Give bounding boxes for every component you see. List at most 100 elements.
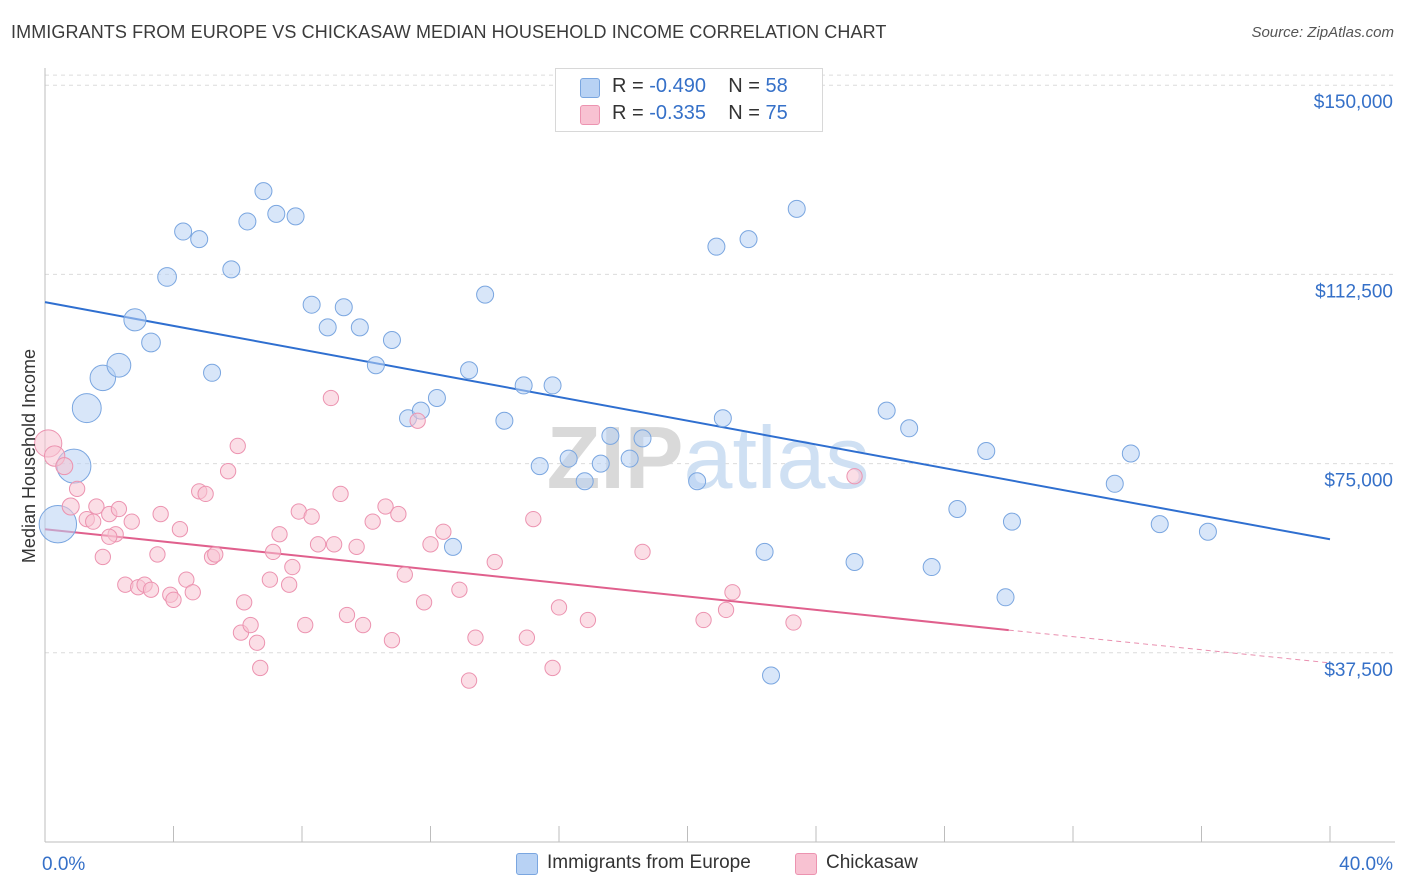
europe-point	[688, 472, 707, 491]
europe-point	[267, 204, 286, 223]
watermark: ZIPatlas	[547, 408, 870, 507]
europe-point	[1121, 444, 1140, 463]
source-label: Source: ZipAtlas.com	[1251, 24, 1394, 41]
legend-n-value: 75	[765, 102, 788, 124]
europe-swatch	[580, 78, 600, 98]
chickasaw-swatch	[580, 105, 600, 125]
chickasaw-trend-line	[44, 528, 1009, 632]
europe-point	[755, 542, 774, 561]
europe-point	[254, 182, 273, 201]
chickasaw-point	[242, 616, 259, 634]
y-axis-title: Median Household Income	[19, 349, 39, 563]
europe-point	[443, 537, 462, 556]
chickasaw-point	[422, 536, 439, 553]
europe-point	[739, 230, 758, 249]
chickasaw-point	[88, 498, 105, 515]
chickasaw-point	[309, 536, 327, 553]
europe-point	[948, 500, 967, 519]
europe-point	[713, 409, 732, 428]
europe-legend-label: Immigrants from Europe	[547, 852, 751, 873]
chickasaw-point	[785, 614, 802, 631]
europe-point	[286, 207, 305, 226]
chickasaw-point	[460, 672, 478, 689]
legend-n-label: N =	[728, 75, 760, 97]
europe-point	[174, 222, 193, 241]
chickasaw-point	[207, 546, 224, 563]
chickasaw-point	[68, 480, 86, 497]
chickasaw-point	[409, 412, 426, 429]
europe-point	[495, 411, 514, 430]
grid-lines	[45, 74, 1395, 654]
chickasaw-point	[271, 526, 288, 543]
chickasaw-point	[695, 611, 712, 629]
chickasaw-point	[229, 437, 246, 455]
europe-point	[123, 308, 147, 332]
chickasaw-point	[544, 659, 561, 677]
chickasaw-point	[634, 543, 651, 561]
europe-point	[382, 331, 401, 350]
europe-point	[845, 552, 864, 571]
chickasaw-legend-swatch	[795, 853, 817, 875]
europe-point	[350, 318, 369, 337]
europe-point	[543, 376, 562, 395]
europe-point	[318, 318, 337, 337]
chickasaw-point	[303, 508, 320, 525]
chickasaw-point	[486, 553, 503, 571]
legend-n-label: N =	[728, 102, 760, 124]
chickasaw-point	[518, 629, 536, 646]
chickasaw-point	[165, 591, 182, 608]
chickasaw-legend-label: Chickasaw	[826, 852, 918, 873]
europe-point	[877, 401, 896, 420]
europe-point	[141, 332, 161, 353]
chickasaw-point	[236, 594, 253, 611]
chickasaw-point	[184, 584, 201, 601]
chickasaw-point	[101, 528, 118, 545]
trend-lines	[44, 301, 1331, 664]
chickasaw-point	[61, 497, 80, 516]
legend-r-label: R =	[612, 102, 644, 124]
europe-point	[514, 376, 533, 395]
europe-point	[203, 363, 222, 382]
europe-point	[157, 267, 177, 287]
chart-title: IMMIGRANTS FROM EUROPE VS CHICKASAW MEDI…	[11, 22, 887, 42]
chickasaw-point	[377, 498, 394, 515]
chickasaw-point	[85, 513, 102, 530]
europe-point	[427, 389, 446, 408]
chickasaw-point	[525, 510, 542, 528]
europe-point	[460, 361, 479, 380]
chickasaw-point	[451, 581, 468, 598]
chickasaw-point	[219, 463, 237, 480]
chickasaw-point	[846, 468, 863, 485]
chickasaw-point	[383, 632, 401, 649]
chickasaw-point	[110, 500, 128, 518]
chickasaw-point	[94, 548, 111, 566]
stats-legend: R = -0.490 N = 58 R = -0.335 N = 75	[555, 68, 823, 132]
europe-point	[922, 558, 941, 577]
chickasaw-point	[281, 576, 298, 593]
x-tick-label: 0.0%	[42, 854, 85, 875]
europe-point	[1002, 512, 1021, 531]
chickasaw-point	[724, 584, 741, 601]
europe-point	[575, 472, 594, 491]
europe-point	[1105, 474, 1124, 493]
chickasaw-point	[579, 611, 597, 629]
europe-point	[71, 393, 102, 424]
chickasaw-point	[252, 659, 269, 677]
chickasaw-point	[264, 543, 282, 561]
chickasaw-point	[152, 505, 169, 523]
legend-r-value: -0.490	[649, 75, 706, 97]
chickasaw-point	[435, 523, 452, 540]
chickasaw-point	[55, 457, 74, 476]
chickasaw-point	[467, 629, 484, 646]
europe-point	[366, 356, 385, 375]
europe-point	[38, 504, 78, 544]
data-points	[34, 182, 1217, 689]
chickasaw-point	[123, 513, 140, 530]
europe-point	[1150, 515, 1169, 534]
chickasaw-point	[550, 599, 568, 616]
europe-point	[476, 285, 495, 304]
europe-point	[238, 212, 257, 231]
europe-point	[559, 449, 578, 468]
chickasaw-point	[322, 389, 340, 407]
x-tick-label: 40.0%	[1339, 854, 1393, 875]
